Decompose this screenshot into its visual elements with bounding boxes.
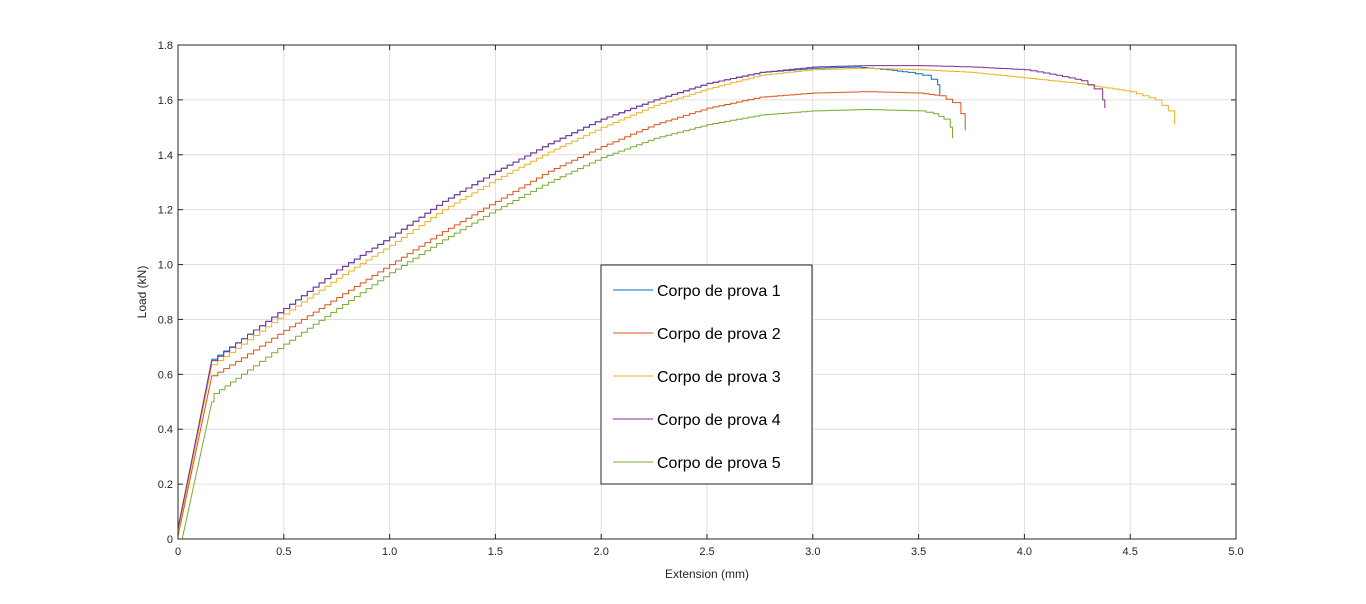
y-tick-label: 1.2 bbox=[158, 205, 173, 217]
x-tick-label: 1.0 bbox=[382, 546, 397, 558]
legend-label-2: Corpo de prova 2 bbox=[657, 326, 781, 343]
legend: Corpo de prova 1 Corpo de prova 2 Corpo de… bbox=[600, 264, 813, 485]
series-group bbox=[177, 65, 1176, 540]
x-tick-label: 0.5 bbox=[276, 546, 291, 558]
y-tick-label: 1.4 bbox=[158, 150, 173, 162]
legend-label-3: Corpo de prova 3 bbox=[657, 369, 781, 386]
ticks: 0 0.5 1.0 1.5 2.0 2.5 3.0 3.5 4.0 4.5 5.0 0 0.2 0.4 0.… bbox=[158, 40, 1244, 558]
series-line-4 bbox=[177, 65, 1106, 529]
x-tick-label: 4.0 bbox=[1017, 546, 1032, 558]
series-line-2 bbox=[177, 91, 966, 537]
legend-label-1: Corpo de prova 1 bbox=[657, 283, 781, 300]
x-tick-label: 3.5 bbox=[911, 546, 926, 558]
x-tick-label: 3.0 bbox=[805, 546, 820, 558]
legend-label-5: Corpo de prova 5 bbox=[657, 455, 781, 472]
legend-label-4: Corpo de prova 4 bbox=[657, 412, 781, 429]
x-tick-label: 1.5 bbox=[488, 546, 503, 558]
x-tick-label: 4.5 bbox=[1123, 546, 1138, 558]
y-tick-label: 1.8 bbox=[158, 40, 173, 52]
y-tick-label: 0.6 bbox=[158, 369, 173, 381]
y-tick-label: 0 bbox=[167, 534, 173, 546]
y-tick-label: 1.0 bbox=[158, 260, 173, 272]
y-tick-label: 0.4 bbox=[158, 424, 173, 436]
legend-box bbox=[600, 264, 813, 485]
x-axis-title: Extension (mm) bbox=[665, 567, 749, 581]
y-tick-label: 1.6 bbox=[158, 95, 173, 107]
x-tick-label: 2.5 bbox=[699, 546, 714, 558]
series-line-5 bbox=[181, 109, 953, 540]
x-tick-label: 2.0 bbox=[594, 546, 609, 558]
y-tick-label: 0.8 bbox=[158, 314, 173, 326]
x-tick-label: 0 bbox=[175, 546, 181, 558]
series-line-3 bbox=[177, 67, 1176, 534]
x-tick-label: 5.0 bbox=[1228, 546, 1243, 558]
y-axis-title: Load (kN) bbox=[135, 266, 149, 319]
y-tick-label: 0.2 bbox=[158, 479, 173, 491]
